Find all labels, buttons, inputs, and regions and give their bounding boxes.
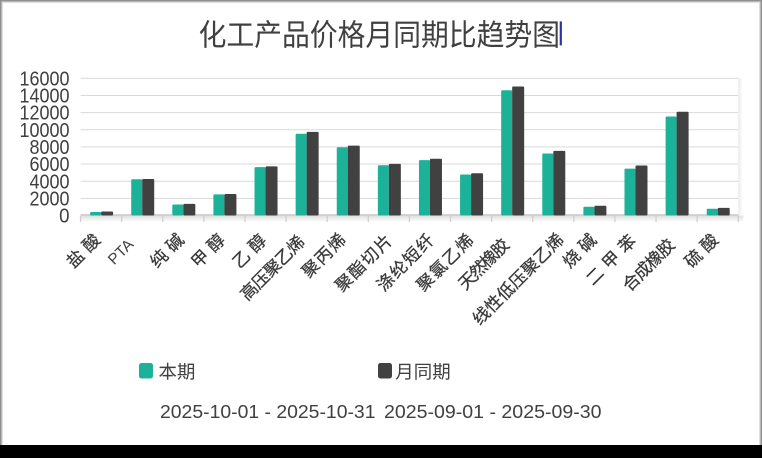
svg-text:2000: 2000	[30, 188, 70, 210]
svg-text:8000: 8000	[30, 137, 70, 159]
svg-text:6000: 6000	[30, 154, 70, 176]
svg-text:16000: 16000	[20, 68, 70, 90]
svg-text:2025-09-01 - 2025-09-30: 2025-09-01 - 2025-09-30	[384, 401, 602, 422]
svg-text:0: 0	[59, 206, 69, 228]
svg-text:4000: 4000	[30, 171, 70, 193]
svg-text:10000: 10000	[20, 120, 70, 142]
svg-text:14000: 14000	[20, 86, 70, 108]
svg-text:12000: 12000	[20, 103, 70, 125]
svg-text:2025-10-01 - 2025-10-31: 2025-10-01 - 2025-10-31	[160, 401, 376, 422]
